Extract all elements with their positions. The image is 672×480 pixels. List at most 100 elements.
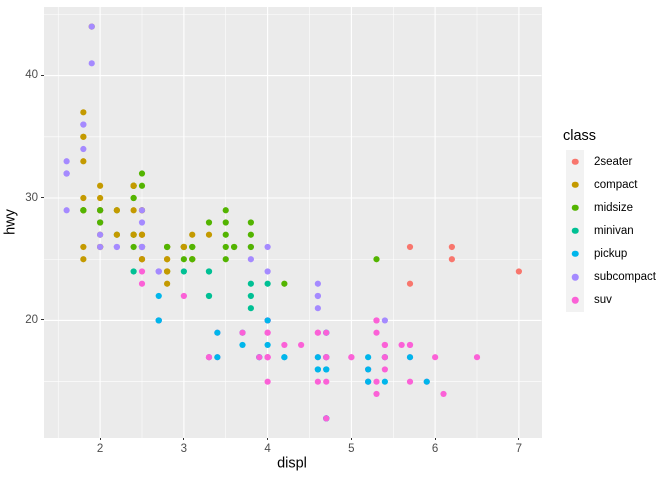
x-axis-tick-label: 3 [180, 443, 188, 455]
data-point-midsize [222, 255, 229, 262]
legend-label: minivan [594, 224, 634, 237]
data-point-2seater [448, 255, 455, 262]
data-point-subcompact [138, 206, 146, 213]
data-point-subcompact [138, 243, 146, 250]
y-axis-tick-label: 20 [25, 313, 38, 326]
data-point-2seater [448, 243, 455, 250]
legend-title: class [563, 128, 597, 144]
data-point-suv [323, 353, 330, 360]
y-axis-tick-mark [41, 319, 44, 321]
legend-label: 2seater [594, 155, 633, 168]
x-axis-tick-label: 7 [515, 443, 523, 455]
data-point-suv [406, 378, 414, 385]
legend: class 2seater compact midsize minivan pickup… [563, 128, 656, 312]
legend-key [566, 265, 584, 289]
data-point-pickup [155, 292, 162, 299]
data-point-suv [398, 341, 405, 348]
legend-item-subcompact: subcompact [566, 265, 657, 289]
data-point-compact [80, 194, 87, 201]
data-point-2seater [406, 280, 414, 287]
y-axis-tick-label: 30 [25, 191, 38, 204]
legend-item-pickup: pickup [566, 242, 656, 266]
data-point-suv [381, 365, 388, 373]
data-point-subcompact [80, 145, 87, 152]
data-point-midsize [247, 231, 254, 238]
data-point-suv [323, 414, 330, 422]
data-point-suv [381, 353, 388, 360]
data-point-subcompact [314, 292, 321, 299]
data-point-suv [406, 341, 414, 348]
legend-item-minivan: minivan [566, 219, 656, 243]
data-point-minivan [264, 280, 271, 287]
legend-label: compact [594, 178, 638, 191]
data-point-midsize [180, 255, 187, 262]
data-point-suv [205, 353, 213, 360]
data-point-midsize [138, 182, 146, 189]
data-point-pickup [155, 316, 162, 324]
data-point-compact [80, 157, 87, 164]
data-point-pickup [314, 365, 321, 373]
data-point-midsize [222, 218, 229, 226]
data-point-pickup [314, 353, 321, 360]
x-axis-tick-label: 4 [264, 443, 271, 455]
data-point-compact [164, 255, 171, 262]
data-point-subcompact [97, 231, 104, 238]
legend-key [566, 288, 584, 312]
data-point-midsize [97, 206, 104, 213]
y-axis-title: hwy [2, 209, 19, 235]
data-point-pickup [365, 353, 372, 360]
data-point-compact [138, 255, 146, 262]
data-point-subcompact [80, 120, 87, 128]
data-point-subcompact [63, 157, 70, 164]
data-point-compact [113, 206, 120, 213]
data-point-pickup [365, 378, 372, 385]
data-point-minivan [205, 292, 213, 299]
data-point-pickup [365, 365, 372, 373]
data-point-midsize [189, 243, 196, 250]
data-point-subcompact [314, 304, 321, 311]
data-point-pickup [323, 365, 330, 373]
legend-label: subcompact [594, 271, 657, 284]
data-point-midsize [373, 255, 380, 262]
legend-item-2seater: 2seater [566, 150, 656, 174]
x-axis-tick-mark [350, 437, 352, 441]
data-point-compact [80, 133, 87, 140]
legend-item-compact: compact [566, 173, 656, 197]
legend-key [566, 196, 584, 220]
legend-item-suv: suv [566, 288, 656, 312]
scatter-plot-svg [44, 6, 542, 438]
data-point-midsize [222, 243, 229, 250]
data-point-compact [80, 255, 87, 262]
x-axis-tick-label: 5 [348, 443, 355, 455]
data-point-compact [80, 243, 87, 250]
legend-item-midsize: midsize [566, 196, 656, 220]
data-point-pickup [239, 341, 246, 348]
data-point-subcompact [88, 22, 95, 30]
data-point-suv [264, 353, 271, 360]
legend-label: suv [594, 294, 612, 307]
x-axis-tick-mark [434, 437, 436, 441]
data-point-compact [97, 194, 104, 201]
data-point-midsize [164, 243, 171, 250]
data-point-subcompact [63, 206, 70, 213]
legend-label: midsize [594, 201, 633, 214]
data-point-subcompact [264, 243, 271, 250]
legend-point-icon [571, 227, 579, 235]
x-axis-tick-mark [99, 437, 101, 441]
data-point-compact [189, 231, 196, 238]
x-axis-tick-mark [183, 437, 185, 441]
data-point-midsize [97, 218, 104, 226]
legend-key [566, 242, 584, 266]
data-point-compact [130, 182, 137, 189]
data-point-suv [323, 329, 330, 336]
data-point-2seater [406, 243, 414, 250]
data-point-suv [473, 353, 481, 360]
data-point-midsize [130, 194, 137, 201]
data-point-compact [130, 231, 137, 238]
data-point-midsize [247, 243, 254, 250]
data-point-compact [97, 182, 104, 189]
data-point-suv [373, 390, 380, 397]
data-point-pickup [423, 378, 430, 385]
data-point-subcompact [63, 169, 70, 177]
data-point-compact [138, 231, 146, 238]
